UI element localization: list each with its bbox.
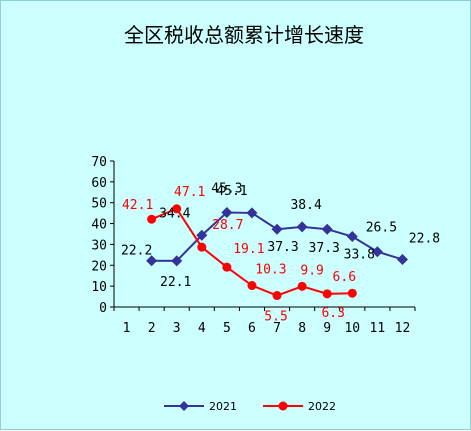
point-2022-3	[172, 204, 182, 214]
point-2021-2	[146, 255, 158, 267]
data-label-2021-10: 33.8	[344, 248, 375, 263]
point-2021-9	[321, 223, 333, 235]
y-tick-label-5: 50	[91, 197, 107, 212]
data-label-2022-3: 47.1	[174, 185, 205, 200]
series-2022	[147, 204, 357, 301]
y-tick-label-0: 0	[99, 301, 107, 316]
y-tick-label-3: 30	[91, 238, 107, 253]
data-label-2022-9: 6.3	[321, 306, 344, 321]
series	[146, 204, 408, 301]
point-2021-6	[246, 207, 258, 219]
legend-marker-2021	[179, 401, 189, 411]
x-tick-label-5: 5	[223, 321, 231, 336]
data-label-2021-8: 38.4	[290, 198, 321, 213]
point-2022-4	[197, 242, 207, 252]
point-2022-8	[297, 281, 307, 291]
point-2021-5	[221, 207, 233, 219]
y-tick-label-2: 20	[91, 259, 107, 274]
x-tick-label-7: 7	[273, 321, 281, 336]
data-label-2022-6: 10.3	[255, 263, 286, 278]
data-label-2022-4: 28.7	[212, 218, 243, 233]
legend-item-2021: 2021	[164, 400, 237, 413]
data-labels: 22.2 22.1 34.4 45.345.1 37.3 38.4 37.3 33.8 26.5…	[121, 182, 440, 325]
legend: 2021 2022	[164, 400, 336, 413]
x-tick-label-12: 12	[395, 321, 411, 336]
x-tick-label-3: 3	[173, 321, 181, 336]
point-2022-10	[347, 288, 357, 298]
x-tick-label-2: 2	[148, 321, 156, 336]
data-label-2022-8: 9.9	[300, 263, 323, 278]
data-label-2021-11: 26.5	[366, 221, 397, 236]
point-2021-11	[371, 246, 383, 258]
legend-label-2021: 2021	[209, 400, 237, 413]
point-2022-9	[322, 289, 332, 299]
y-tick-label-4: 40	[91, 218, 107, 233]
point-2021-8	[296, 221, 308, 233]
data-label-2022-10: 6.6	[333, 270, 356, 285]
point-2021-7	[271, 223, 283, 235]
data-label-2021-3: 22.1	[160, 275, 191, 290]
x-tick-label-6: 6	[248, 321, 256, 336]
point-2021-12	[396, 253, 408, 265]
data-label-2021-6: 45.1	[216, 184, 247, 199]
point-2022-5	[222, 262, 232, 272]
x-tick-label-8: 8	[298, 321, 306, 336]
data-label-2022-2: 42.1	[122, 198, 153, 213]
point-2021-3	[171, 255, 183, 267]
data-label-2021-9: 37.3	[309, 241, 340, 256]
legend-label-2022: 2022	[308, 400, 336, 413]
legend-item-2022: 2022	[263, 400, 336, 413]
chart-title: 全区税收总额累计增长速度	[124, 23, 364, 47]
x-tick-label-9: 9	[323, 321, 331, 336]
point-2021-4	[196, 229, 208, 241]
point-2022-2	[147, 214, 157, 224]
x-tick-label-10: 10	[344, 321, 360, 336]
data-label-2021-7: 37.3	[267, 240, 298, 255]
data-label-2021-12: 22.8	[409, 231, 440, 246]
y-tick-label-1: 10	[91, 280, 107, 295]
y-tick-label-7: 70	[91, 155, 107, 170]
point-2022-6	[247, 281, 257, 291]
legend-marker-2022	[278, 401, 288, 411]
point-2022-7	[272, 291, 282, 301]
y-tick-label-6: 60	[91, 176, 107, 191]
data-label-2022-7: 5.5	[264, 310, 287, 325]
data-label-2021-5: 45.3	[211, 182, 242, 197]
x-tick-label-1: 1	[123, 321, 131, 336]
x-tick-label-11: 11	[370, 321, 386, 336]
series-2021	[146, 207, 408, 267]
data-label-2021-2: 22.2	[121, 244, 152, 259]
x-tick-label-4: 4	[198, 321, 206, 336]
data-label-2022-5: 19.1	[233, 242, 264, 257]
data-label-2021-4: 34.4	[159, 206, 190, 221]
point-2021-10	[346, 231, 358, 243]
